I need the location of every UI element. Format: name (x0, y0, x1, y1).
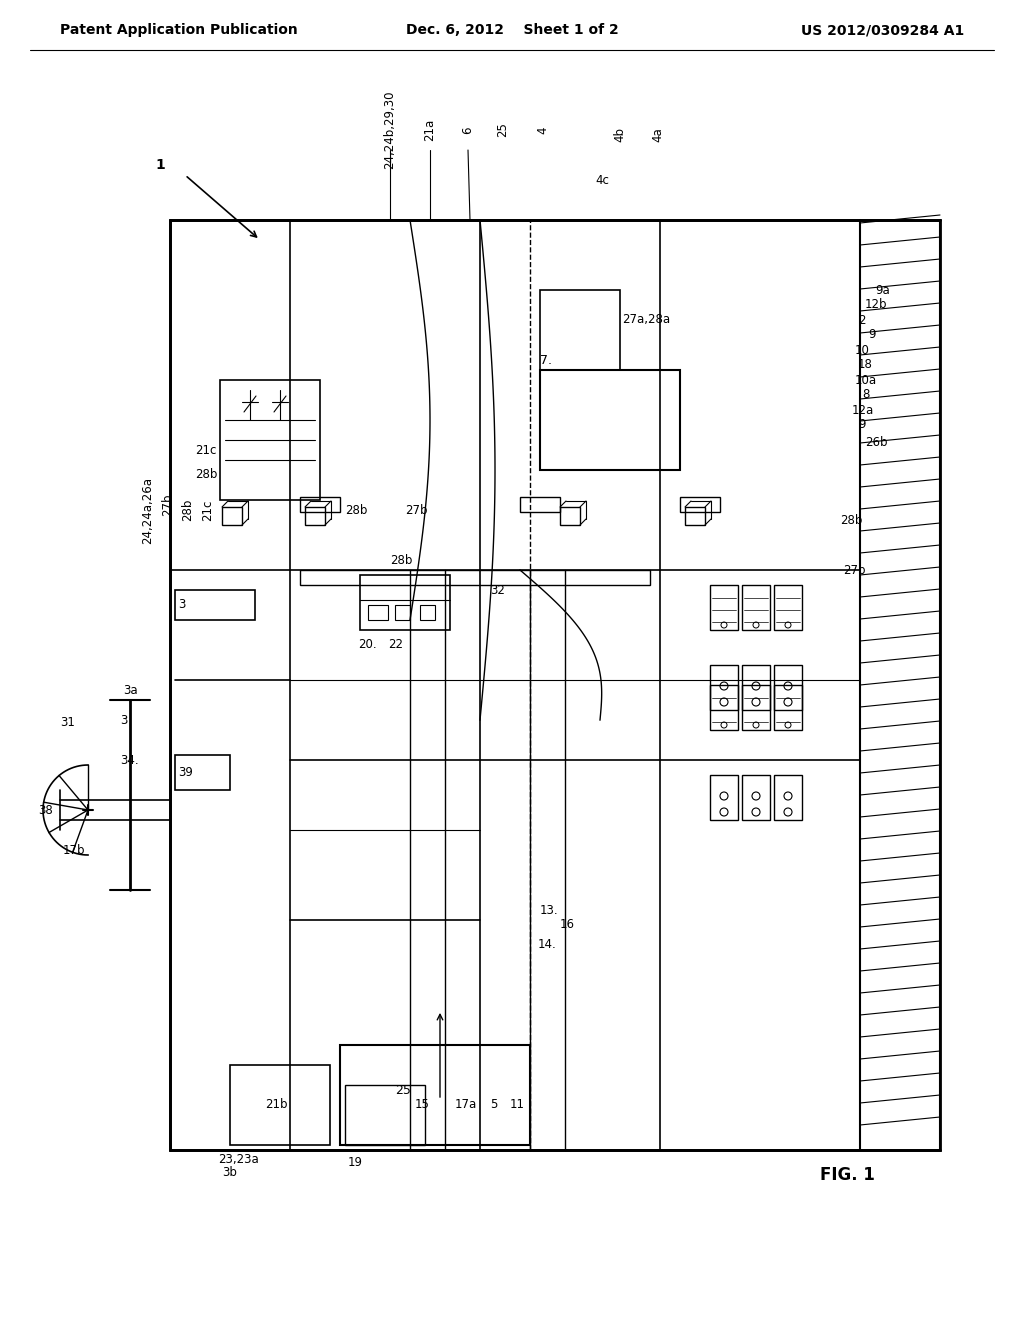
Text: FIG. 1: FIG. 1 (820, 1166, 874, 1184)
Text: 23,23a: 23,23a (218, 1154, 259, 1167)
Bar (710, 665, 738, 710)
Text: 27a,28a: 27a,28a (622, 314, 670, 326)
Bar (774, 685, 802, 730)
Text: 3: 3 (178, 598, 185, 611)
Text: 19: 19 (348, 1155, 362, 1168)
Text: 3b: 3b (222, 1166, 237, 1179)
Text: 1: 1 (155, 158, 165, 172)
Text: 6: 6 (462, 127, 474, 133)
Text: 24,24b,29,30: 24,24b,29,30 (384, 91, 396, 169)
Text: 12b: 12b (865, 298, 888, 312)
Text: Patent Application Publication: Patent Application Publication (60, 22, 298, 37)
Text: 15: 15 (415, 1098, 430, 1111)
Text: 22: 22 (388, 638, 403, 651)
Text: 27b: 27b (843, 564, 865, 577)
Bar (395, 605, 410, 620)
Text: 25: 25 (497, 123, 510, 137)
Bar (680, 498, 720, 512)
Bar (742, 775, 770, 820)
Bar (360, 576, 450, 630)
Text: 28b: 28b (195, 469, 217, 482)
Text: 38: 38 (38, 804, 53, 817)
Text: 26b: 26b (865, 436, 888, 449)
Text: 2: 2 (858, 314, 865, 326)
Bar (710, 585, 738, 630)
Text: 28b: 28b (390, 553, 413, 566)
Bar (742, 685, 770, 730)
Bar (710, 775, 738, 820)
Text: 32: 32 (490, 583, 505, 597)
Bar (368, 605, 388, 620)
Text: 13.: 13. (540, 903, 559, 916)
Text: 4: 4 (537, 127, 550, 133)
Text: 21b: 21b (265, 1098, 288, 1111)
Bar (300, 498, 340, 512)
Text: 11: 11 (510, 1098, 525, 1111)
Bar (222, 507, 242, 525)
Text: 31: 31 (60, 715, 75, 729)
Bar (420, 605, 435, 620)
Bar (230, 1065, 330, 1144)
Bar (175, 590, 255, 620)
Text: 9a: 9a (874, 284, 890, 297)
Text: 39: 39 (178, 767, 193, 780)
Text: 4b: 4b (613, 128, 627, 143)
Bar (774, 665, 802, 710)
Text: 24,24a,26a: 24,24a,26a (141, 477, 155, 544)
Text: 10: 10 (855, 343, 869, 356)
Bar (220, 380, 319, 500)
Bar (520, 498, 560, 512)
Text: 4c: 4c (595, 173, 609, 186)
Bar (170, 220, 940, 1150)
Text: 21a: 21a (424, 119, 436, 141)
Text: 3: 3 (120, 714, 127, 726)
Text: 27b: 27b (406, 503, 427, 516)
Text: 25: 25 (395, 1084, 411, 1097)
Bar (710, 685, 738, 730)
Text: 9: 9 (858, 418, 865, 432)
Text: 9: 9 (868, 329, 876, 342)
Text: 10a: 10a (855, 374, 878, 387)
Text: 8: 8 (862, 388, 869, 401)
Text: 18: 18 (858, 359, 872, 371)
Bar (305, 507, 325, 525)
Bar (774, 775, 802, 820)
Bar (300, 570, 650, 585)
Text: 34.: 34. (120, 754, 138, 767)
Text: 20.: 20. (358, 638, 377, 651)
Text: 21c: 21c (195, 444, 216, 457)
Bar (685, 507, 705, 525)
Text: 17b: 17b (63, 843, 85, 857)
Text: 17a: 17a (455, 1098, 477, 1111)
Text: 3a: 3a (123, 684, 137, 697)
Text: 16: 16 (560, 919, 575, 932)
Text: 7.: 7. (540, 354, 552, 367)
Bar (540, 290, 620, 370)
Text: 28b: 28b (840, 513, 862, 527)
Text: 28b: 28b (345, 503, 368, 516)
Text: 14.: 14. (538, 939, 557, 952)
Text: 28b: 28b (181, 499, 195, 521)
Bar (742, 665, 770, 710)
Bar (340, 1045, 530, 1144)
Bar (345, 1085, 425, 1144)
Bar (560, 507, 580, 525)
Text: 21c: 21c (202, 499, 214, 520)
Bar (175, 755, 230, 789)
Bar (742, 585, 770, 630)
Text: 27b: 27b (162, 494, 174, 516)
Text: 12a: 12a (852, 404, 874, 417)
Text: 4a: 4a (651, 128, 665, 143)
Text: 5: 5 (490, 1098, 498, 1111)
Text: US 2012/0309284 A1: US 2012/0309284 A1 (801, 22, 964, 37)
Text: Dec. 6, 2012    Sheet 1 of 2: Dec. 6, 2012 Sheet 1 of 2 (406, 22, 618, 37)
Bar (774, 585, 802, 630)
Bar (540, 370, 680, 470)
